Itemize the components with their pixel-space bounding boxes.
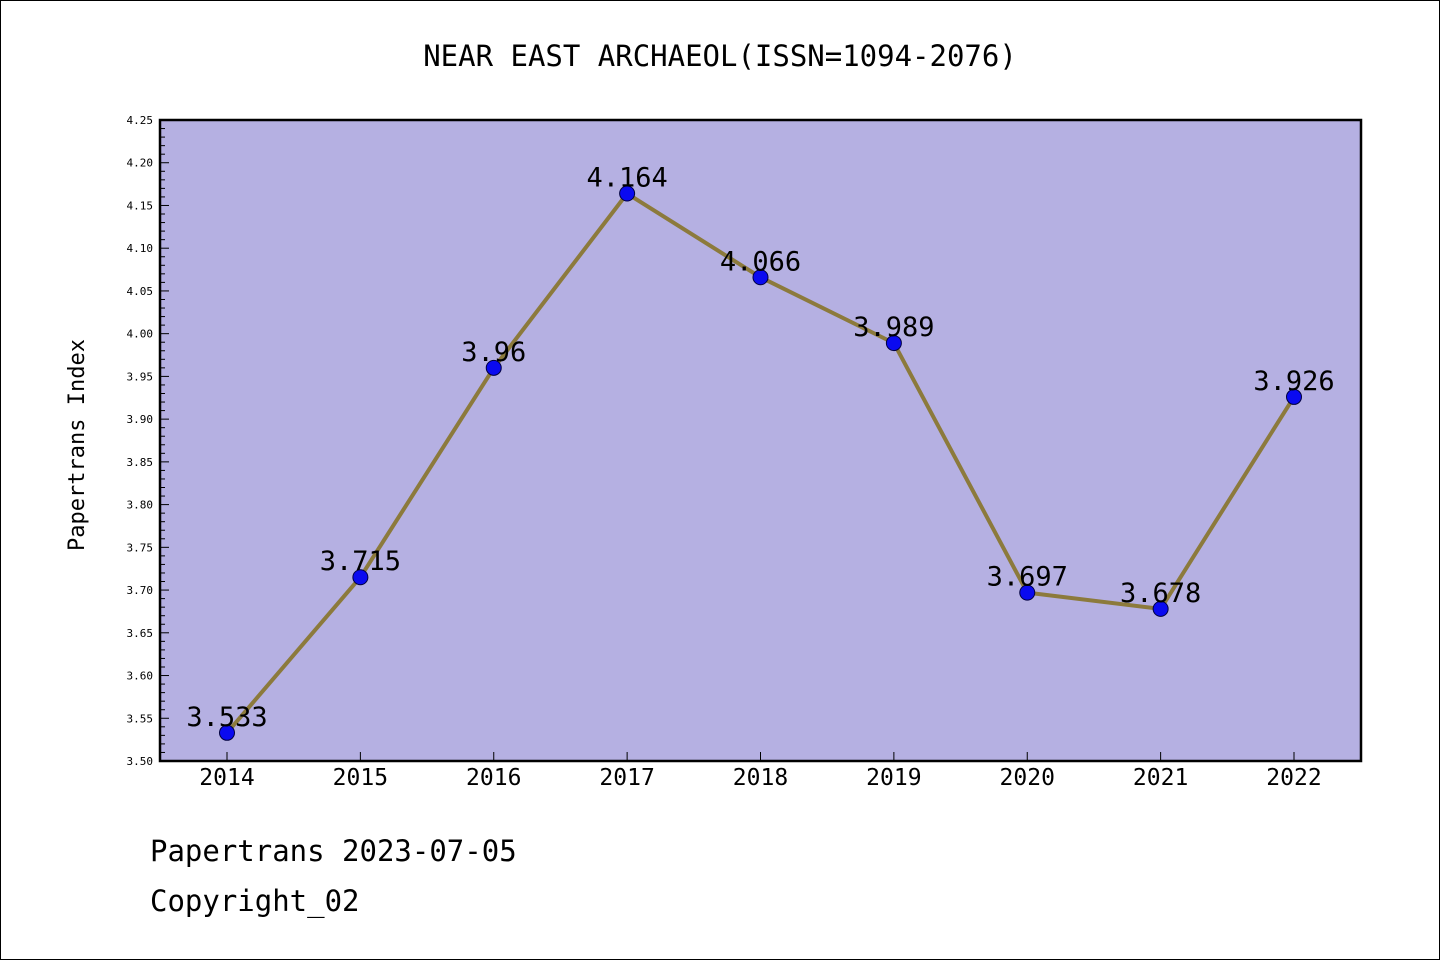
- x-tick-label: 2022: [1266, 765, 1321, 791]
- y-tick-label: 3.50: [127, 755, 154, 768]
- x-tick-label: 2021: [1133, 765, 1188, 791]
- data-point: [219, 724, 235, 741]
- data-label: 3.533: [186, 702, 267, 733]
- data-label: 3.697: [987, 562, 1068, 593]
- y-tick-label: 3.60: [127, 670, 154, 683]
- data-point: [352, 569, 369, 586]
- x-tick-label: 2018: [733, 765, 788, 791]
- y-tick-label: 4.10: [127, 242, 154, 255]
- y-tick-label: 4.15: [127, 199, 154, 212]
- data-label: 3.926: [1253, 366, 1334, 397]
- y-tick-label: 4.20: [127, 157, 154, 170]
- data-point: [885, 335, 902, 352]
- footer-date: Papertrans 2023-07-05: [150, 834, 517, 868]
- x-tick-label: 2020: [1000, 765, 1055, 791]
- data-label: 4.164: [586, 163, 667, 194]
- y-tick-label: 3.55: [127, 712, 154, 725]
- y-tick-label: 4.05: [127, 285, 154, 298]
- y-tick-label: 3.85: [127, 456, 154, 469]
- footer-copyright: Copyright_02: [150, 884, 360, 918]
- y-tick-label: 4.25: [127, 114, 154, 127]
- x-tick-label: 2017: [599, 765, 654, 791]
- y-tick-label: 3.95: [127, 370, 154, 383]
- x-axis: 2014 2015 2016 2017 2018 2019 2020 2021 2022: [199, 752, 1322, 791]
- data-label: 4.066: [720, 246, 801, 277]
- data-label: 3.989: [853, 312, 934, 343]
- data-point: [1019, 584, 1036, 601]
- x-tick-label: 2015: [333, 765, 388, 791]
- chart-title: NEAR EAST ARCHAEOL(ISSN=1094-2076): [423, 39, 1017, 73]
- y-axis: 3.50 3.55 3.60 3.65 3.70 3.75 3.80 3.85 3.90 3.95…: [127, 114, 154, 768]
- data-point: [1152, 600, 1169, 617]
- data-markers: [219, 185, 1302, 741]
- data-point: [485, 359, 502, 376]
- y-tick-label: 3.65: [127, 627, 154, 640]
- data-labels: 3.533 3.715 3.96 4.164 4.066 3.989 3.697 3.678 3…: [186, 163, 1334, 733]
- y-tick-label: 4.00: [127, 328, 154, 341]
- y-tick-label: 3.70: [127, 584, 154, 597]
- x-tick-label: 2019: [866, 765, 921, 791]
- plot-border: [158, 118, 1363, 763]
- data-point: [619, 185, 636, 202]
- y-axis-label: Papertrans Index: [65, 339, 90, 551]
- data-label: 3.715: [320, 546, 401, 577]
- data-label: 3.678: [1120, 578, 1201, 609]
- y-tick-label: 3.75: [127, 541, 154, 554]
- data-point: [752, 269, 769, 286]
- y-tick-label: 3.90: [127, 413, 154, 426]
- y-tick-label: 3.80: [127, 499, 154, 512]
- plot-area: [160, 120, 1361, 761]
- x-tick-label: 2016: [466, 765, 521, 791]
- data-point: [1286, 388, 1302, 405]
- data-label: 3.96: [461, 337, 526, 368]
- x-tick-label: 2014: [199, 765, 254, 791]
